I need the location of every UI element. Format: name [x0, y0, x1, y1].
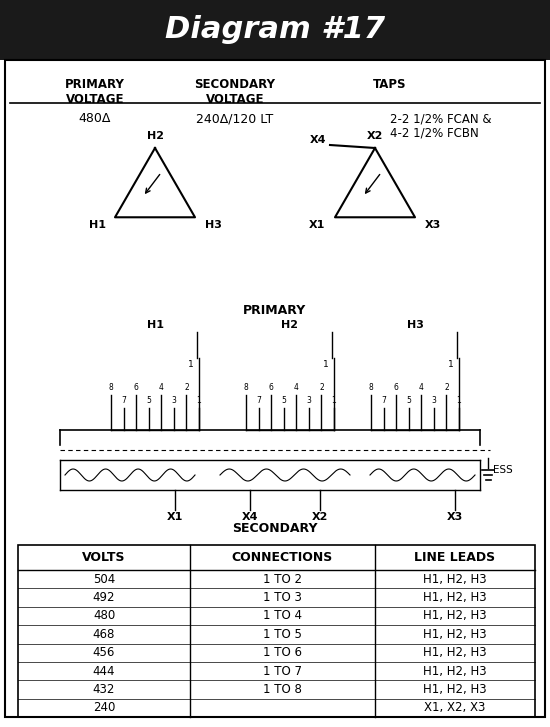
Text: 2: 2 [319, 383, 324, 392]
Text: 1 TO 6: 1 TO 6 [263, 646, 302, 659]
Text: ESS: ESS [493, 465, 513, 475]
Text: 3: 3 [306, 396, 311, 405]
Text: 4: 4 [159, 383, 164, 392]
Text: H1, H2, H3: H1, H2, H3 [423, 628, 487, 640]
Text: 5: 5 [146, 396, 151, 405]
Text: H3: H3 [205, 220, 222, 230]
Text: 7: 7 [381, 396, 386, 405]
FancyBboxPatch shape [0, 0, 550, 60]
Text: 1: 1 [332, 396, 337, 405]
Text: 240: 240 [93, 702, 115, 715]
Text: 492: 492 [93, 591, 116, 604]
Text: 8: 8 [368, 383, 373, 392]
Text: 1: 1 [448, 360, 454, 369]
Text: 444: 444 [93, 664, 116, 678]
Text: 468: 468 [93, 628, 115, 640]
Text: H1, H2, H3: H1, H2, H3 [423, 683, 487, 696]
Text: 240Δ/120 LT: 240Δ/120 LT [196, 112, 274, 125]
Text: 480Δ: 480Δ [79, 112, 111, 125]
Text: H1, H2, H3: H1, H2, H3 [423, 573, 487, 586]
Text: X4: X4 [242, 512, 258, 522]
Text: 1 TO 8: 1 TO 8 [263, 683, 302, 696]
Text: LINE LEADS: LINE LEADS [415, 551, 496, 564]
Text: Diagram #17: Diagram #17 [165, 15, 385, 44]
Text: H2: H2 [282, 320, 299, 330]
Text: X3: X3 [447, 512, 463, 522]
Text: H1: H1 [89, 220, 106, 230]
Text: 7: 7 [256, 396, 261, 405]
Text: 8: 8 [244, 383, 249, 392]
Text: VOLTS: VOLTS [82, 551, 126, 564]
Text: H1, H2, H3: H1, H2, H3 [423, 646, 487, 659]
Text: 1 TO 5: 1 TO 5 [263, 628, 302, 640]
Text: 4: 4 [419, 383, 424, 392]
Text: 504: 504 [93, 573, 115, 586]
Text: H1, H2, H3: H1, H2, H3 [423, 609, 487, 622]
Text: H2: H2 [146, 131, 163, 141]
Text: 480: 480 [93, 609, 115, 622]
Text: 2: 2 [444, 383, 449, 392]
Text: 1 TO 2: 1 TO 2 [263, 573, 302, 586]
Text: SECONDARY: SECONDARY [232, 521, 318, 534]
Text: X4: X4 [310, 135, 326, 145]
Text: 6: 6 [134, 383, 139, 392]
Text: 5: 5 [406, 396, 411, 405]
Text: X1: X1 [309, 220, 325, 230]
Text: 1: 1 [323, 360, 329, 369]
Text: H1, H2, H3: H1, H2, H3 [423, 591, 487, 604]
Text: CONNECTIONS: CONNECTIONS [232, 551, 333, 564]
Text: X1, X2, X3: X1, X2, X3 [424, 702, 486, 715]
Text: SECONDARY
VOLTAGE: SECONDARY VOLTAGE [195, 78, 276, 106]
Text: 4: 4 [294, 383, 299, 392]
Text: 6: 6 [394, 383, 399, 392]
Text: X1: X1 [167, 512, 183, 522]
Text: 2: 2 [184, 383, 189, 392]
Text: 8: 8 [109, 383, 113, 392]
Text: PRIMARY: PRIMARY [243, 303, 307, 316]
Text: 1: 1 [188, 360, 194, 369]
Text: X2: X2 [367, 131, 383, 141]
Text: 456: 456 [93, 646, 115, 659]
Text: 432: 432 [93, 683, 115, 696]
Text: 1: 1 [456, 396, 461, 405]
Text: 1: 1 [197, 396, 201, 405]
Text: 1 TO 3: 1 TO 3 [263, 591, 302, 604]
Text: 3: 3 [431, 396, 436, 405]
Text: 1 TO 7: 1 TO 7 [263, 664, 302, 678]
Text: 1 TO 4: 1 TO 4 [263, 609, 302, 622]
Text: PRIMARY
VOLTAGE: PRIMARY VOLTAGE [65, 78, 125, 106]
Text: TAPS: TAPS [373, 78, 407, 91]
Bar [18, 545, 535, 717]
Text: 5: 5 [281, 396, 286, 405]
Text: X3: X3 [425, 220, 441, 230]
Text: 6: 6 [269, 383, 273, 392]
Text: H3: H3 [406, 320, 424, 330]
Text: 7: 7 [121, 396, 126, 405]
Text: H1, H2, H3: H1, H2, H3 [423, 664, 487, 678]
Text: 3: 3 [172, 396, 177, 405]
Text: H1: H1 [146, 320, 163, 330]
Text: X2: X2 [312, 512, 328, 522]
Text: 2-2 1/2% FCAN &
4-2 1/2% FCBN: 2-2 1/2% FCAN & 4-2 1/2% FCBN [390, 112, 492, 140]
